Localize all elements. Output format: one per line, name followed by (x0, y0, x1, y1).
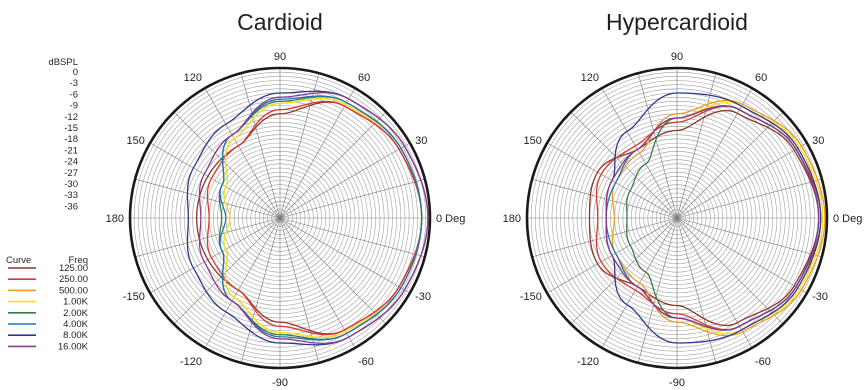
outer-ring (525, 66, 829, 370)
series-line-16.00K (198, 92, 429, 344)
grid-spoke (279, 217, 356, 349)
legend: Curve Freq 125.00250.00500.001.00K2.00K4… (6, 255, 89, 352)
legend-curve-header: Curve (6, 255, 31, 266)
grid-spoke (279, 142, 411, 219)
grid-spoke (240, 217, 281, 363)
angle-tick-label: -90 (272, 377, 288, 389)
polar-grid (527, 68, 827, 368)
legend-label: 250.00 (59, 274, 88, 285)
grid-spoke (676, 217, 808, 294)
grid-spoke (240, 73, 281, 219)
angle-tick-label: 120 (581, 72, 599, 84)
grid-spoke (676, 217, 717, 363)
angle-tick-label: -60 (755, 356, 771, 368)
db-tick: -12 (64, 112, 78, 123)
angle-tick-label: 90 (671, 51, 683, 63)
angle-tick-label: 120 (184, 72, 202, 84)
grid-spoke (279, 87, 356, 219)
grid-spoke (204, 217, 281, 349)
grid-spoke (532, 178, 678, 219)
polar-chart-hypercardioid: Hypercardioid 0 Deg 30 60 90 120 150 180 -150 -12… (503, 9, 863, 389)
angle-tick-label: 60 (755, 72, 767, 84)
angle-tick-label: 150 (524, 135, 542, 147)
grid-spoke (532, 217, 678, 258)
db-scale-ticks: 0-3-6-9-12-15-18-21-24-27-30-33-36 (64, 67, 78, 212)
angle-labels: 0 Deg 30 60 90 120 150 180 -150 -120 -90 -60 -30 (106, 51, 466, 389)
angle-labels: 0 Deg 30 60 90 120 150 180 -150 -120 -90 -60 -30 (503, 51, 863, 389)
angle-tick-label: -90 (669, 377, 685, 389)
outer-ring (128, 66, 432, 370)
legend-label: 1.00K (63, 297, 88, 308)
angle-tick-label: 30 (812, 135, 824, 147)
db-tick: -6 (70, 89, 78, 100)
grid-spoke (279, 178, 425, 219)
grid-spoke (676, 73, 717, 219)
angle-tick-label: -150 (123, 291, 145, 303)
grid-spoke (676, 142, 808, 219)
db-scale-label: dBSPL (48, 57, 78, 68)
grid-spoke (204, 87, 281, 219)
legend-label: 125.00 (59, 263, 88, 274)
angle-tick-label: -30 (415, 291, 431, 303)
db-tick: -30 (64, 179, 78, 190)
db-tick: -33 (64, 190, 78, 201)
db-tick: -9 (70, 101, 78, 112)
series-line-500.00 (611, 99, 826, 337)
legend-label: 2.00K (63, 308, 88, 319)
polar-chart-cardioid: Cardioid 0 Deg 30 60 90 120 150 180 -150 -120 -90 -… (106, 9, 466, 389)
grid-spoke (279, 217, 387, 325)
angle-tick-label: 90 (274, 51, 286, 63)
db-scale: dBSPL 0-3-6-9-12-15-18-21-24-27-30-33-36 (48, 57, 78, 212)
grid-spoke (676, 178, 822, 219)
db-tick: -3 (70, 78, 78, 89)
legend-label: 16.00K (58, 341, 89, 352)
grid-spoke (637, 217, 678, 363)
grid-spoke (637, 73, 678, 219)
legend-label: 4.00K (63, 319, 88, 330)
angle-tick-label: 150 (127, 135, 145, 147)
angle-tick-label: 60 (358, 72, 370, 84)
db-tick: -24 (64, 157, 78, 168)
db-tick: -36 (64, 201, 78, 212)
chart-title: Cardioid (237, 9, 323, 35)
grid-spoke (173, 111, 281, 219)
grid-spoke (149, 142, 281, 219)
db-tick: -27 (64, 168, 78, 179)
angle-tick-label: -120 (577, 356, 599, 368)
db-tick: -15 (64, 123, 78, 134)
angle-tick-label: 30 (415, 135, 427, 147)
grid-spoke (676, 217, 784, 325)
angle-tick-label: -150 (520, 291, 542, 303)
series-line-8.00K (605, 92, 822, 344)
angle-tick-label: 0 Deg (436, 213, 465, 225)
grid-spoke (279, 111, 387, 219)
legend-label: 8.00K (63, 330, 88, 341)
legend-items: 125.00250.00500.001.00K2.00K4.00K8.00K16… (8, 263, 89, 352)
angle-tick-label: 180 (503, 213, 521, 225)
angle-tick-label: -60 (358, 356, 374, 368)
db-tick: -21 (64, 145, 78, 156)
angle-tick-label: 0 Deg (833, 213, 862, 225)
series-curves (186, 90, 429, 346)
chart-title: Hypercardioid (606, 9, 748, 35)
series-curves (588, 92, 826, 344)
polar-grid (130, 68, 430, 368)
grid-spoke (279, 217, 411, 294)
angle-tick-label: -120 (180, 356, 202, 368)
grid-spoke (676, 111, 784, 219)
legend-freq-header: Freq (68, 255, 88, 266)
angle-tick-label: -30 (812, 291, 828, 303)
series-line-16.00K (605, 105, 820, 331)
grid-spoke (676, 217, 822, 258)
db-tick: 0 (73, 67, 78, 78)
db-tick: -18 (64, 134, 78, 145)
angle-tick-label: 180 (106, 213, 124, 225)
grid-spoke (149, 217, 281, 294)
grid-spoke (279, 217, 425, 258)
legend-label: 500.00 (59, 285, 88, 296)
grid-spoke (173, 217, 281, 325)
